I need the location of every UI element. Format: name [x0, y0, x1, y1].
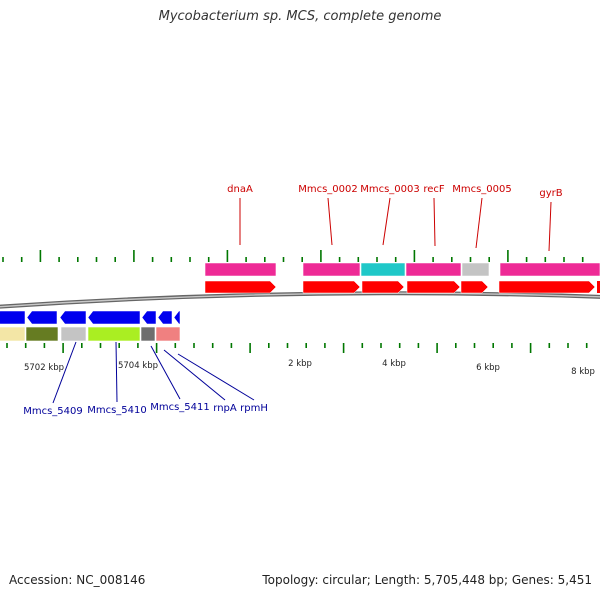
- gene-label-reverse: Mmcs_5409: [23, 406, 83, 417]
- gene-label-reverse: rpmH: [240, 403, 268, 414]
- gene-box: [405, 262, 462, 277]
- cds-reverse-arrow: [87, 310, 141, 325]
- cds-reverse-arrow: [26, 310, 58, 325]
- label-leader-line: [327, 197, 333, 246]
- map-title: Mycobacterium sp. MCS, complete genome: [158, 9, 442, 24]
- gene-box: [360, 262, 406, 277]
- topology-summary-text: Topology: circular; Length: 5,705,448 bp…: [262, 573, 592, 587]
- label-leader-line: [382, 197, 391, 246]
- cds-reverse-arrow: [157, 310, 173, 325]
- scale-label: 2 kbp: [288, 359, 312, 369]
- cds-forward-arrow: [460, 280, 489, 294]
- gene-label-forward: recF: [423, 184, 445, 195]
- label-leader-line: [548, 201, 552, 252]
- cds-forward-arrow: [204, 280, 277, 294]
- gene-box: [204, 262, 277, 277]
- feature-layer: [0, 262, 600, 342]
- backbone-layer: [0, 291, 600, 309]
- gene-label-forward: Mmcs_0003: [360, 184, 420, 195]
- tick-layer: [2, 250, 588, 353]
- scale-label: 6 kbp: [476, 363, 500, 373]
- label-layer: 5702 kbp 5704 kbp 2 kbp 4 kbp 6 kbp 8 kbp dnaA…: [23, 184, 595, 417]
- backbone-highlight: [0, 292, 600, 308]
- gene-label-forward: gyrB: [539, 188, 562, 199]
- cds-reverse-arrow: [59, 310, 87, 325]
- gene-box: [140, 326, 156, 342]
- cds-reverse-arrow: [0, 310, 26, 325]
- label-leader-line: [52, 341, 77, 404]
- gene-box: [302, 262, 361, 277]
- gene-label-forward: dnaA: [227, 184, 253, 195]
- gene-label-reverse: rnpA: [213, 403, 237, 414]
- gene-label-reverse: Mmcs_5410: [87, 405, 147, 416]
- label-leader-line: [150, 345, 181, 400]
- cds-reverse-arrow: [173, 310, 181, 325]
- label-leader-line: [115, 341, 118, 403]
- label-leader-line: [475, 197, 483, 249]
- label-leader-line: [177, 353, 255, 401]
- scale-label: 4 kbp: [382, 359, 406, 369]
- gene-label-forward: Mmcs_0005: [452, 184, 512, 195]
- gene-box: [499, 262, 600, 277]
- backbone-outline: [0, 291, 600, 309]
- label-leader-line: [163, 349, 226, 401]
- gene-box: [0, 326, 26, 342]
- cds-reverse-arrow: [141, 310, 157, 325]
- scale-label: 5702 kbp: [24, 363, 64, 373]
- label-leader-line: [433, 197, 436, 247]
- gene-box: [60, 326, 87, 342]
- gene-label-reverse: Mmcs_5411: [150, 402, 210, 413]
- gene-box: [461, 262, 490, 277]
- scale-label: 5704 kbp: [118, 361, 158, 371]
- gene-label-forward: Mmcs_0002: [298, 184, 358, 195]
- gene-box: [25, 326, 59, 342]
- accession-text: Accession: NC_008146: [9, 573, 146, 587]
- cds-forward-arrow: [406, 280, 461, 294]
- scale-label: 8 kbp: [571, 367, 595, 377]
- gene-box: [87, 326, 141, 342]
- cds-forward-arrow: [498, 280, 596, 294]
- cds-forward-arrow: [302, 280, 361, 294]
- cds-forward-arrow: [361, 280, 405, 294]
- gene-box: [155, 326, 181, 342]
- cds-forward-arrow: [597, 281, 600, 293]
